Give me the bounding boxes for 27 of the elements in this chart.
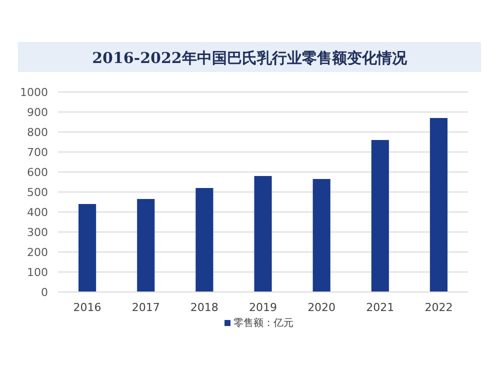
x-tick-label: 2019 (249, 301, 277, 314)
bar (371, 140, 389, 292)
bar (78, 204, 96, 292)
x-tick-label: 2018 (190, 301, 218, 314)
y-tick-label: 300 (27, 226, 48, 239)
bar (430, 118, 448, 292)
y-tick-label: 100 (27, 266, 48, 279)
chart-title: 2016-2022年中国巴氏乳行业零售额变化情况 (92, 49, 408, 67)
y-tick-label: 700 (27, 146, 48, 159)
x-tick-label: 2022 (424, 301, 453, 314)
bar (254, 176, 272, 292)
y-tick-label: 500 (27, 186, 48, 199)
legend-label: 零售额：亿元 (234, 317, 294, 329)
x-tick-label: 2017 (132, 301, 160, 314)
x-tick-label: 2020 (308, 301, 336, 314)
bar (312, 179, 330, 292)
y-tick-label: 900 (27, 106, 48, 119)
bar (137, 199, 155, 292)
y-tick-label: 0 (41, 286, 48, 299)
y-tick-label: 400 (27, 206, 48, 219)
bar (196, 188, 214, 292)
y-tick-label: 600 (27, 166, 48, 179)
x-tick-label: 2021 (366, 301, 394, 314)
x-tick-label: 2016 (73, 301, 102, 314)
y-tick-label: 1000 (20, 86, 48, 99)
y-tick-label: 800 (27, 126, 48, 139)
y-tick-label: 200 (27, 246, 48, 259)
